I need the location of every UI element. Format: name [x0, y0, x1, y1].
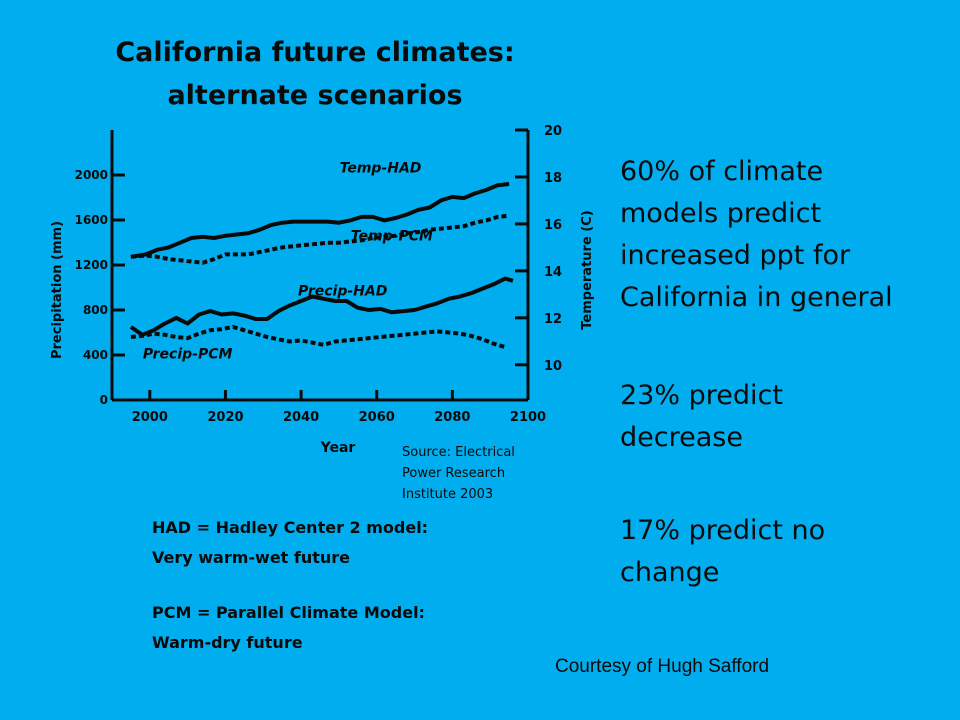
legend-pcm-line-2: Warm-dry future — [152, 633, 303, 652]
stat-no-change: 17% predict no change — [620, 510, 950, 594]
y-left-tick-label: 800 — [83, 303, 108, 317]
y-left-tick-label: 400 — [83, 348, 108, 362]
y-right-tick-label: 10 — [544, 359, 562, 374]
series-line-precip-pcm — [130, 324, 506, 350]
stat-decrease: 23% predict decrease — [620, 375, 950, 459]
slide-title-line-1: California future climates: — [115, 37, 515, 68]
legend-pcm-line-1: PCM = Parallel Climate Model: — [152, 603, 425, 622]
stat-increase-line-4: California in general — [620, 282, 893, 313]
series-label-temp-pcm: Temp-PCM — [351, 228, 433, 244]
y-right-tick-label: 12 — [544, 312, 562, 327]
chart-labels: 0 400 800 1200 1600 2000 10 12 14 16 18 20 2000 2020 2… — [50, 124, 595, 456]
x-tick-label: 2060 — [359, 410, 395, 425]
x-tick-label: 2100 — [510, 410, 546, 425]
y-left-tick-label: 2000 — [75, 168, 108, 182]
legend-had-line-2: Very warm-wet future — [152, 548, 351, 567]
series-line-precip-had — [129, 276, 514, 337]
y-left-tick-label: 0 — [100, 393, 108, 407]
courtesy-credit: Courtesy of Hugh Safford — [555, 656, 770, 677]
x-tick-label: 2080 — [434, 410, 470, 425]
x-tick-label: 2020 — [207, 410, 243, 425]
legend-had-line-1: HAD = Hadley Center 2 model: — [152, 518, 429, 537]
y-left-axis-title: Precipitation (mm) — [50, 221, 65, 359]
y-right-tick-label: 18 — [544, 171, 562, 186]
x-axis-title: Year — [320, 440, 356, 456]
stat-increase-line-3: increased ppt for — [620, 240, 851, 271]
source-line-3: Institute 2003 — [402, 487, 494, 502]
y-right-tick-label: 20 — [544, 124, 562, 139]
series-line-temp-pcm — [130, 213, 510, 265]
stat-increase-line-2: models predict — [620, 198, 822, 229]
source-line-1: Source: Electrical — [402, 445, 515, 460]
stat-increase: 60% of climate models predict increased … — [620, 151, 950, 319]
series-label-precip-pcm: Precip-PCM — [143, 346, 233, 362]
series-line-temp-had — [130, 182, 510, 259]
y-right-tick-label: 16 — [544, 218, 562, 233]
stat-no-change-line-2: change — [620, 557, 720, 588]
series-label-temp-had: Temp-HAD — [340, 160, 422, 176]
stat-no-change-line-1: 17% predict no — [620, 515, 826, 546]
stat-decrease-line-1: 23% predict — [620, 380, 783, 411]
series-label-precip-had: Precip-HAD — [298, 283, 387, 299]
y-right-axis-title: Temperature (C) — [580, 210, 595, 329]
chart-axes — [110, 128, 530, 402]
x-tick-label: 2000 — [132, 410, 168, 425]
legend-pcm: PCM = Parallel Climate Model: Warm-dry f… — [152, 598, 425, 658]
y-left-tick-label: 1200 — [75, 258, 108, 272]
y-left-tick-label: 1600 — [75, 213, 108, 227]
chart-series — [129, 182, 514, 350]
y-right-tick-label: 14 — [544, 265, 562, 280]
source-note: Source: Electrical Power Research Instit… — [402, 442, 552, 505]
x-tick-label: 2040 — [283, 410, 319, 425]
legend-had: HAD = Hadley Center 2 model: Very warm-w… — [152, 513, 428, 573]
stat-increase-line-1: 60% of climate — [620, 156, 824, 187]
source-line-2: Power Research — [402, 466, 506, 481]
stat-decrease-line-2: decrease — [620, 422, 743, 453]
slide-title-line-2: alternate scenarios — [167, 80, 463, 111]
